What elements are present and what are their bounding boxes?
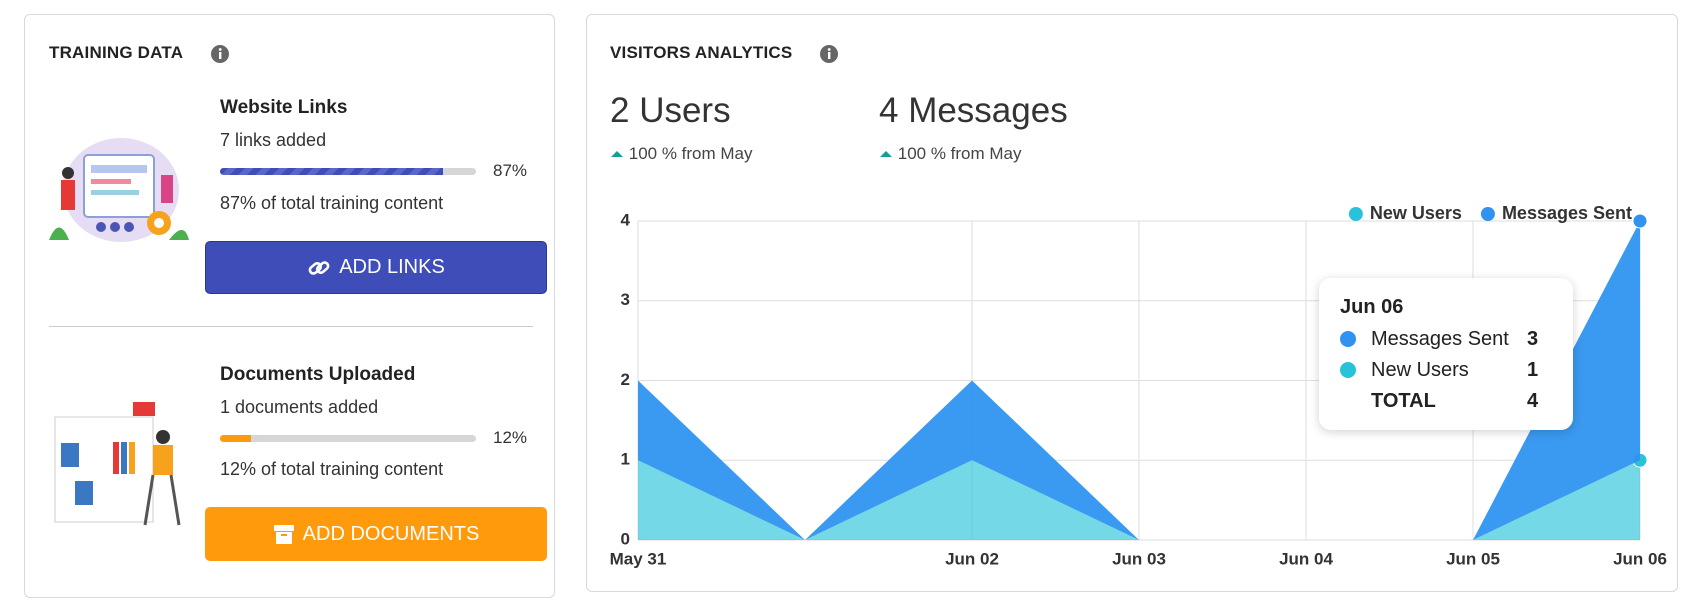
up-arrow	[611, 151, 623, 157]
card-title: VISITORS ANALYTICS	[610, 43, 793, 62]
up-arrow	[880, 151, 892, 157]
progress-label: 12%	[493, 428, 528, 447]
progress-track	[220, 168, 476, 175]
info-icon[interactable]	[209, 43, 231, 65]
tooltip-value: 1	[1527, 359, 1539, 381]
progress-label: 87%	[493, 161, 528, 180]
stat-value: 2 Users	[610, 91, 731, 130]
stat-change: 100 % from May	[879, 144, 1022, 164]
x-tick-label: Jun 06	[1613, 549, 1667, 568]
section-title: Website Links	[220, 97, 348, 118]
links-illustration	[49, 138, 189, 242]
section-count: 7 links added	[220, 130, 327, 150]
y-tick-label: 2	[621, 370, 630, 389]
tooltip-value: 3	[1527, 328, 1539, 350]
tooltip-total: 4	[1527, 390, 1539, 412]
tooltip: Jun 06 Messages Sent 3 New Users 1 TOTAL…	[1319, 278, 1573, 430]
active-marker	[1632, 213, 1648, 229]
tooltip-dot	[1340, 362, 1356, 378]
x-tick-label: Jun 03	[1112, 549, 1166, 568]
y-tick-label: 0	[621, 529, 630, 548]
y-tick-label: 1	[621, 450, 630, 469]
button-label: ADD DOCUMENTS	[302, 522, 480, 545]
info-icon[interactable]	[818, 43, 840, 65]
section-description: 12% of total training content	[220, 459, 444, 479]
documents-illustration	[54, 402, 181, 526]
divider	[49, 326, 533, 327]
stat-change: 100 % from May	[610, 144, 753, 164]
x-tick-label: Jun 05	[1446, 549, 1500, 568]
training-card: TRAINING DATA Website Links 7 links adde…	[24, 14, 555, 598]
x-tick-label: Jun 02	[945, 549, 999, 568]
tooltip-series: Messages Sent	[1371, 328, 1509, 350]
legend-label: New Users	[1370, 203, 1462, 223]
tooltip-dot	[1340, 331, 1356, 347]
section-count: 1 documents added	[220, 397, 379, 417]
add-documents-button[interactable]: ADD DOCUMENTS	[205, 507, 547, 561]
progress-fill	[220, 168, 443, 175]
section-description: 87% of total training content	[220, 193, 444, 213]
tooltip-title: Jun 06	[1340, 296, 1404, 318]
progress-fill	[220, 435, 251, 442]
archive-icon	[273, 525, 294, 544]
change-text: 100 % from May	[897, 144, 1022, 163]
y-tick-label: 4	[621, 210, 631, 229]
change-text: 100 % from May	[628, 144, 753, 163]
button-label: ADD LINKS	[339, 256, 445, 278]
card-title: TRAINING DATA	[49, 43, 184, 62]
legend-dot	[1480, 207, 1495, 221]
tooltip-series: New Users	[1371, 359, 1469, 381]
area	[638, 460, 1640, 540]
add-links-button[interactable]: ADD LINKS	[205, 241, 547, 294]
progress-track	[220, 435, 476, 442]
x-tick-label: May 31	[610, 549, 667, 568]
link-icon	[308, 260, 330, 275]
y-tick-label: 3	[621, 290, 630, 309]
legend-dot	[1348, 207, 1363, 221]
section-title: Documents Uploaded	[220, 364, 416, 385]
legend-label: Messages Sent	[1502, 203, 1632, 223]
x-tick-label: Jun 04	[1279, 549, 1333, 568]
tooltip-total-label: TOTAL	[1371, 390, 1436, 412]
stat-value: 4 Messages	[879, 91, 1068, 130]
area	[638, 221, 1640, 540]
